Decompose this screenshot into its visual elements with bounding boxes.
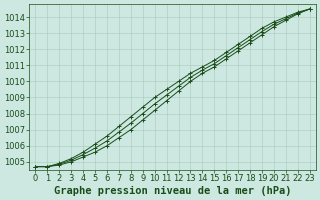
X-axis label: Graphe pression niveau de la mer (hPa): Graphe pression niveau de la mer (hPa) — [54, 186, 291, 196]
